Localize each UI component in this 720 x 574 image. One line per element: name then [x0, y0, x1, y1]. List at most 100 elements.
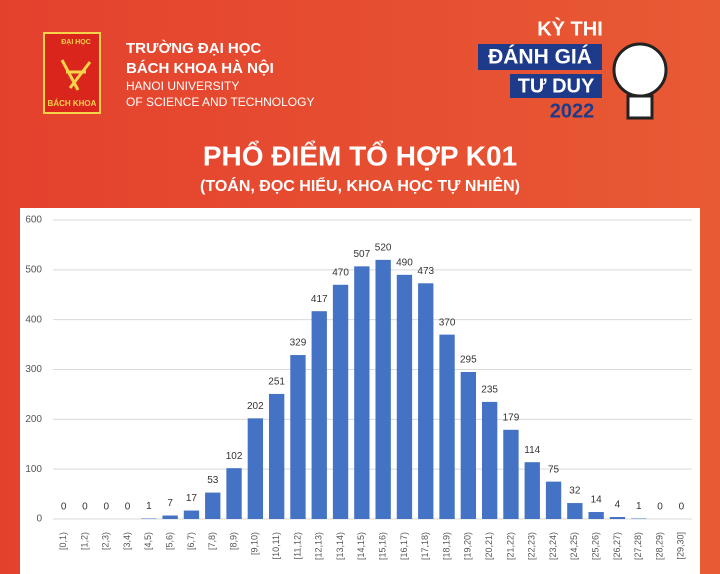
x-tick-label: [26,27) — [612, 532, 622, 560]
x-tick-label: [0,1) — [58, 532, 68, 550]
school-name: TRƯỜNG ĐẠI HỌC — [126, 39, 261, 57]
data-label: 1 — [636, 501, 642, 512]
data-label: 1 — [146, 501, 152, 512]
x-tick-label: [7,8) — [207, 532, 217, 550]
badge-box — [510, 74, 602, 98]
y-tick-label: 100 — [25, 464, 42, 475]
data-label: 53 — [207, 475, 219, 486]
x-tick-label: [14,15) — [356, 532, 366, 560]
bar — [567, 503, 583, 519]
bar — [375, 259, 391, 519]
bar — [588, 512, 604, 519]
school-name: BÁCH KHOA HÀ NỘI — [126, 59, 274, 77]
data-label: 520 — [375, 243, 392, 254]
data-label: 179 — [503, 412, 520, 423]
bar — [460, 371, 477, 519]
bar — [205, 492, 221, 519]
bar — [354, 266, 370, 519]
badge-text: TƯ DUY — [518, 75, 595, 97]
x-tick-label: [4,5) — [143, 532, 153, 550]
data-label: 507 — [354, 249, 371, 260]
bar — [545, 481, 562, 519]
bar — [226, 468, 242, 519]
badge-box — [478, 44, 602, 70]
bar — [524, 462, 540, 519]
x-tick-label: [2,3) — [101, 532, 111, 550]
data-label: 75 — [548, 464, 560, 475]
data-label: 295 — [460, 355, 477, 366]
x-tick-label: [17,18) — [420, 532, 430, 560]
x-tick-label: [19,20) — [463, 532, 473, 560]
bar — [418, 283, 434, 519]
logo-text: ĐẠI HỌC — [61, 39, 91, 46]
bar — [609, 517, 626, 519]
data-label: 473 — [417, 266, 434, 277]
x-tick-label: [20,21) — [484, 532, 494, 560]
data-label: 14 — [591, 495, 603, 506]
x-tick-label: [6,7) — [186, 532, 196, 550]
bar — [481, 401, 498, 519]
y-tick-label: 500 — [25, 264, 42, 275]
data-label: 0 — [82, 502, 88, 513]
logo-text: BÁCH KHOA — [48, 99, 97, 108]
data-label: 102 — [226, 451, 243, 462]
x-tick-label: [8,9) — [228, 532, 238, 550]
data-label: 7 — [167, 498, 173, 509]
data-label: 202 — [247, 401, 264, 412]
badge-text: ĐÁNH GIÁ — [488, 46, 592, 69]
x-tick-label: [22,23) — [527, 532, 537, 560]
x-tick-label: [3,4) — [122, 532, 132, 550]
bar — [183, 510, 200, 519]
x-tick-label: [1,2) — [79, 532, 89, 550]
x-tick-label: [27,28) — [633, 532, 643, 560]
bar — [247, 418, 264, 519]
data-label: 0 — [61, 502, 67, 513]
bulb-icon — [626, 94, 654, 120]
x-tick-label: [25,26) — [591, 532, 601, 560]
data-label: 0 — [125, 502, 131, 513]
badge-text: KỲ THI — [537, 16, 603, 40]
bar — [268, 393, 285, 519]
bulb-icon — [612, 42, 668, 98]
bar — [439, 334, 455, 519]
bar — [503, 429, 519, 519]
chart-subtitle: (TOÁN, ĐỌC HIỂU, KHOA HỌC TỰ NHIÊN) — [200, 176, 520, 195]
x-tick-label: [16,17) — [399, 532, 409, 560]
data-label: 0 — [103, 502, 109, 513]
x-tick-label: [24,25) — [569, 532, 579, 560]
data-label: 370 — [439, 317, 456, 328]
data-label: 114 — [524, 445, 540, 456]
x-tick-label: [5,6) — [165, 532, 175, 550]
x-tick-label: [9,10) — [250, 532, 260, 555]
x-tick-label: [15,16) — [378, 532, 388, 560]
data-label: 470 — [332, 267, 349, 278]
school-name-en: HANOI UNIVERSITY — [126, 79, 239, 93]
y-tick-label: 600 — [25, 215, 42, 226]
x-tick-label: [18,19) — [441, 532, 451, 560]
bar — [332, 284, 349, 519]
data-label: 4 — [615, 500, 621, 511]
bar — [290, 355, 306, 519]
y-tick-label: 200 — [25, 414, 42, 425]
chart-title: PHỔ ĐIỂM TỔ HỢP K01 — [203, 140, 517, 171]
bar — [162, 515, 178, 519]
x-tick-label: [28,29) — [654, 532, 664, 560]
data-label: 17 — [186, 493, 198, 504]
y-tick-label: 0 — [36, 514, 42, 525]
y-tick-label: 400 — [25, 314, 42, 325]
data-label: 417 — [311, 294, 328, 305]
school-name-en: OF SCIENCE AND TECHNOLOGY — [126, 95, 314, 109]
x-tick-label: [23,24) — [548, 532, 558, 560]
x-tick-label: [29,30] — [676, 532, 686, 560]
logo-icon — [60, 59, 92, 91]
x-tick-label: [11,12) — [292, 532, 302, 559]
data-label: 32 — [569, 486, 581, 497]
bar — [311, 311, 327, 519]
x-tick-label: [12,13) — [314, 532, 324, 560]
data-label: 235 — [481, 385, 498, 396]
data-label: 251 — [268, 377, 285, 388]
badge-year: 2022 — [550, 100, 595, 122]
x-tick-label: [10,11) — [271, 532, 281, 559]
bar — [396, 274, 413, 519]
